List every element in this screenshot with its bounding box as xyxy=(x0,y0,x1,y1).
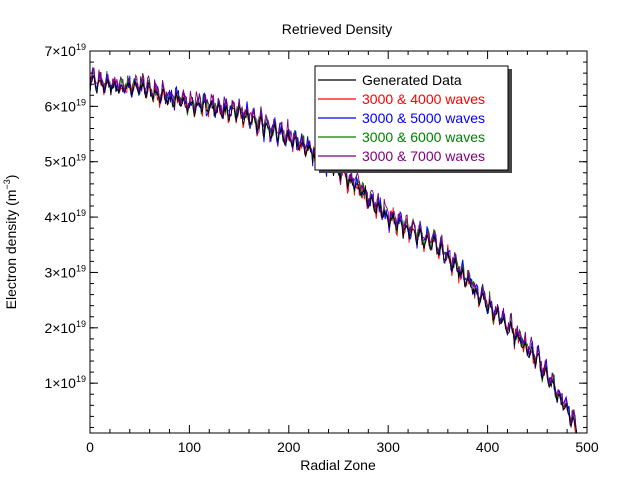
x-tick-label: 400 xyxy=(476,439,500,455)
x-tick-label: 300 xyxy=(377,439,401,455)
x-tick-label: 200 xyxy=(277,439,301,455)
y-axis-label-exponent: −3 xyxy=(2,179,12,189)
legend-label: 3000 & 6000 waves xyxy=(362,129,485,145)
y-tick-label: 4×1019 xyxy=(44,208,86,225)
y-axis-label-close: ) xyxy=(3,175,19,180)
y-tick-label: 1×1019 xyxy=(44,374,86,391)
x-axis-label: Radial Zone xyxy=(300,457,376,473)
x-tick-label: 0 xyxy=(86,439,94,455)
legend: Generated Data 3000 & 4000 waves 3000 & 50… xyxy=(315,66,512,173)
y-tick-label: 3×1019 xyxy=(44,263,86,280)
legend-label: Generated Data xyxy=(362,72,462,88)
x-tick-label: 500 xyxy=(575,439,599,455)
y-axis-label: Electron density (m−3) xyxy=(2,175,19,310)
y-axis-label-base: Electron density (m xyxy=(3,190,19,310)
legend-label: 3000 & 5000 waves xyxy=(362,110,485,126)
y-tick-label: 6×1019 xyxy=(44,97,86,114)
y-tick-label: 2×1019 xyxy=(44,319,86,336)
y-tick-label: 7×1019 xyxy=(44,42,86,59)
legend-label: 3000 & 4000 waves xyxy=(362,91,485,107)
legend-label: 3000 & 7000 waves xyxy=(362,148,485,164)
x-tick-label: 100 xyxy=(178,439,202,455)
y-tick-label: 5×1019 xyxy=(44,153,86,170)
chart-title: Retrieved Density xyxy=(282,21,393,37)
